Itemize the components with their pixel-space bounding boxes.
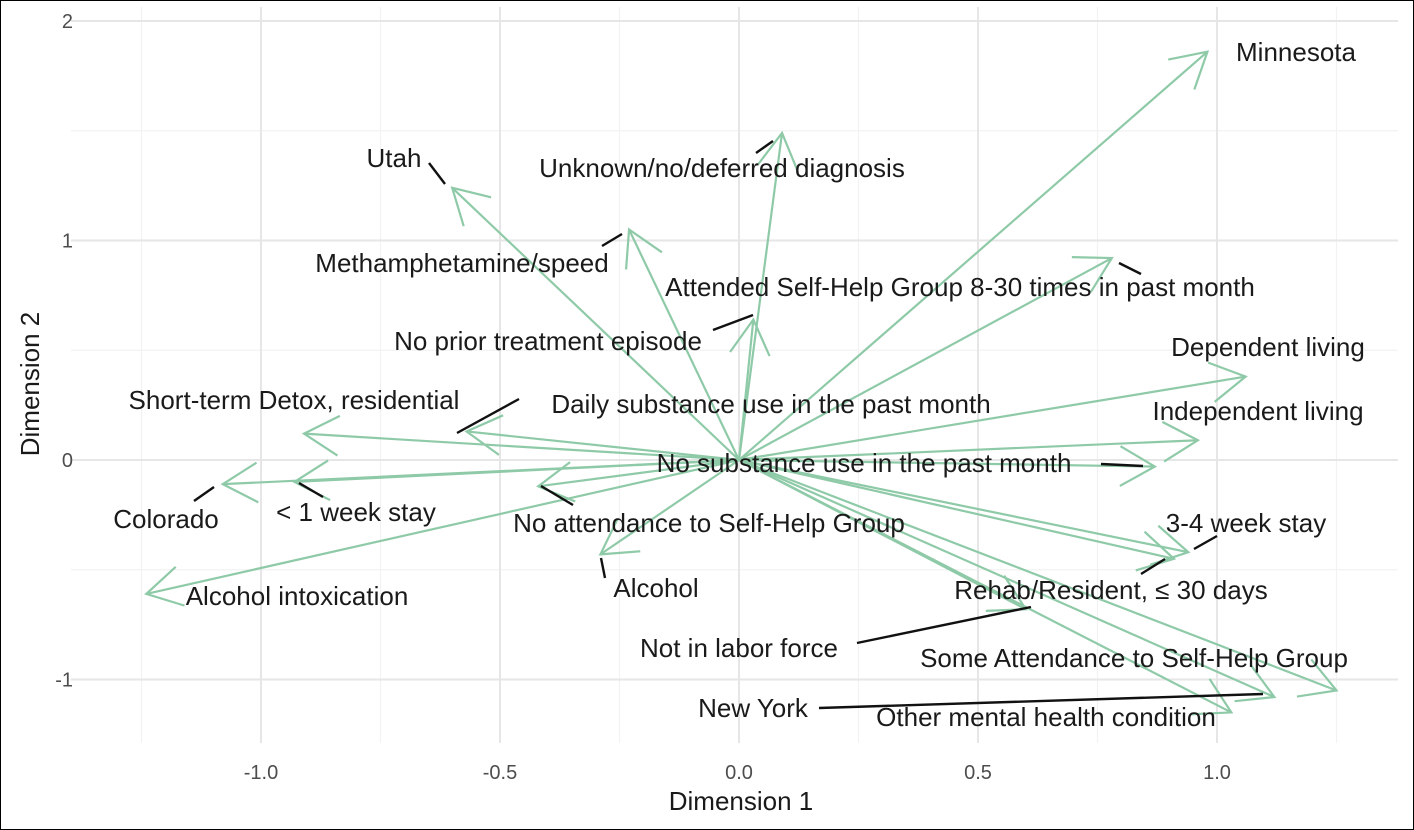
vector-label: Unknown/no/deferred diagnosis (539, 153, 905, 183)
vector-label: Utah (367, 143, 422, 173)
vector-arrow (628, 229, 740, 461)
vector-label: No attendance to Self-Help Group (513, 508, 905, 538)
vector-label: Not in labor force (640, 633, 838, 663)
vector-label: No prior treatment episode (394, 326, 702, 356)
arrow-layer (144, 50, 1339, 716)
vector-arrowhead (220, 461, 259, 504)
vector-arrowhead (450, 186, 492, 227)
vector-arrow (738, 375, 1246, 462)
vector-label: 3-4 week stay (1166, 508, 1326, 538)
vector-label: Daily substance use in the past month (551, 389, 990, 419)
vector-label: Independent living (1152, 396, 1363, 426)
vector-arrowhead (1234, 664, 1277, 703)
vector-arrow (466, 430, 740, 462)
vector-arrowhead (1207, 361, 1248, 403)
vector-label: < 1 week stay (276, 497, 436, 527)
vector-arrowhead (1119, 445, 1158, 487)
label-leader-line (818, 692, 1264, 710)
x-tick-label: -0.5 (483, 762, 517, 784)
vector-arrowhead (1135, 530, 1177, 572)
vector-label: New York (698, 693, 809, 723)
label-leader-line (1118, 261, 1142, 276)
vector-arrowhead (624, 227, 663, 270)
vector-arrowhead (598, 517, 641, 556)
x-tick-label: -1.0 (244, 762, 278, 784)
vector-arrow (737, 132, 784, 461)
vector-arrow (303, 432, 740, 462)
label-leader-line (540, 484, 574, 507)
vector-arrowhead (756, 130, 799, 171)
vector-arrowhead (301, 414, 341, 457)
x-tick-label: 0.5 (964, 762, 992, 784)
vector-arrow (146, 458, 740, 595)
vector-arrowhead (1296, 658, 1339, 698)
vector-label: Other mental health condition (876, 702, 1216, 732)
x-tick-label: 0.0 (725, 762, 753, 784)
y-tick-label: 1 (62, 231, 73, 253)
vector-arrow (737, 319, 755, 461)
grid-layer (71, 7, 1398, 743)
vector-arrow (451, 187, 740, 461)
vector-arrow (294, 458, 740, 484)
label-leader-line (856, 605, 1032, 645)
tick-layer: -1.0 -0.5 0.0 0.5 1.0 -1 0 1 2 (55, 11, 1231, 784)
vector-arrow (538, 458, 740, 488)
vector-label: Colorado (113, 504, 219, 534)
label-leader-line (712, 313, 754, 332)
y-axis-title: Dimension 2 (15, 312, 45, 457)
vector-arrowhead (464, 414, 504, 456)
label-leader-line (601, 232, 623, 248)
x-tick-label: 1.0 (1203, 762, 1231, 784)
vector-arrow (738, 439, 1198, 462)
label-leader-line (1140, 557, 1166, 576)
vector-arrow (738, 458, 1155, 468)
vector-arrow (738, 458, 1175, 560)
vector-arrowhead (1071, 256, 1114, 293)
label-leader-line (1100, 462, 1144, 468)
vector-arrow (738, 458, 1275, 699)
y-tick-label: -1 (55, 670, 73, 692)
vector-arrow (738, 459, 1232, 714)
label-leader-line (755, 140, 774, 154)
vector-arrowhead (1167, 50, 1210, 90)
vector-label: Methamphetamine/speed (315, 248, 608, 278)
vector-label: Attended Self-Help Group 8-30 times in p… (665, 272, 1255, 302)
y-tick-label: 0 (62, 450, 73, 472)
vector-label: No substance use in the past month (657, 448, 1072, 478)
vector-label: Minnesota (1236, 37, 1356, 67)
x-axis-title: Dimension 1 (669, 786, 814, 816)
vector-arrowhead (1161, 420, 1201, 463)
vector-label: Short-term Detox, residential (129, 385, 460, 415)
label-leader-line (298, 481, 324, 499)
label-leader-line (456, 397, 520, 435)
vector-arrowhead (144, 566, 185, 607)
vector-arrow (738, 458, 1189, 554)
vector-arrow (738, 50, 1209, 461)
label-leader-line (428, 162, 446, 185)
vector-arrowhead (729, 317, 771, 357)
label-leader-line (1193, 534, 1218, 551)
vector-arrow (599, 459, 740, 556)
vector-arrowhead (536, 461, 576, 503)
vector-label: Dependent living (1171, 332, 1365, 362)
label-leader-line (193, 486, 215, 502)
label-layer: Minnesota Unknown/no/deferred diagnosis Ut… (113, 37, 1365, 732)
vector-label: Some Attendance to Self-Help Group (920, 643, 1348, 673)
vector-label: Alcohol (613, 573, 698, 603)
vector-arrowhead (1191, 678, 1234, 716)
label-leader-line (599, 557, 607, 579)
y-tick-label: 2 (62, 11, 73, 33)
vector-arrow (738, 458, 1337, 692)
vector-label: Alcohol intoxication (186, 581, 409, 611)
leader-layer (193, 140, 1264, 710)
vector-arrow (738, 257, 1113, 461)
vector-label: Rehab/Resident, ≤ 30 days (954, 575, 1267, 605)
